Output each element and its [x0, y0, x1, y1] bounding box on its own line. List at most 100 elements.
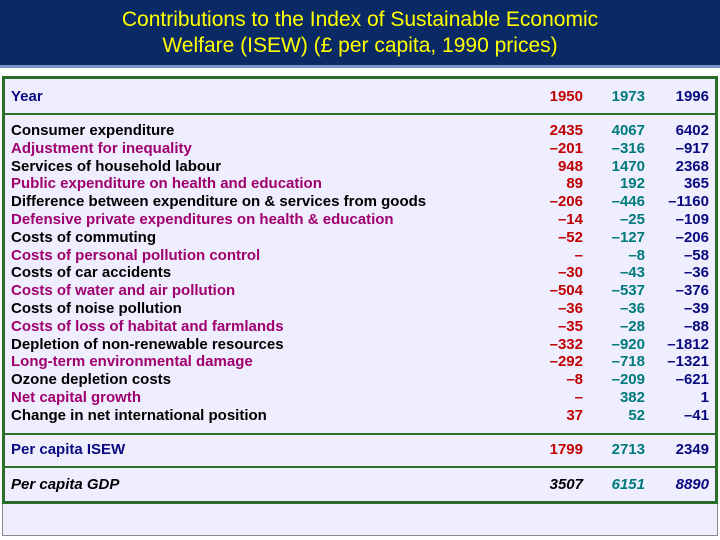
- value-1973: –537: [611, 282, 645, 300]
- value-1973: –28: [619, 317, 645, 335]
- table-row: Public expenditure on health and educati…: [5, 175, 715, 193]
- header-label: Year: [11, 88, 43, 105]
- row-label: Difference between expenditure on & serv…: [11, 193, 427, 211]
- value-1950: –: [574, 246, 583, 264]
- header-rule: [5, 113, 715, 115]
- value-1973: –43: [619, 264, 645, 282]
- table-row: Ozone depletion costs –8 –209 –621: [5, 371, 715, 389]
- title-line-2: Welfare (ISEW) (£ per capita, 1990 price…: [162, 33, 558, 57]
- value-1950: –14: [557, 211, 583, 228]
- value-1973: –446: [611, 193, 645, 211]
- value-1973: –718: [611, 353, 645, 371]
- value-1973: 382: [619, 389, 645, 406]
- value-1996: –88: [683, 317, 709, 335]
- row-label: Costs of commuting: [11, 228, 156, 246]
- value-1996: 365: [683, 175, 709, 193]
- value-1973: –209: [611, 371, 645, 389]
- row-label: Public expenditure on health and educati…: [11, 175, 322, 193]
- table-row: Adjustment for inequality –201 –316 –917: [5, 140, 715, 158]
- value-1996: –621: [675, 371, 709, 389]
- gdp-1996: 8890: [675, 476, 709, 493]
- table-row: Consumer expenditure 2435 4067 6402: [5, 122, 715, 140]
- value-1950: 89: [566, 175, 583, 193]
- value-1973: 4067: [611, 122, 645, 139]
- value-1996: –109: [675, 211, 709, 228]
- row-label: Change in net international position: [11, 406, 267, 424]
- gdp-row: Per capita GDP 3507 6151 8890: [5, 476, 715, 494]
- value-1996: –1812: [667, 335, 709, 353]
- gdp-label: Per capita GDP: [11, 476, 120, 493]
- value-1996: –206: [675, 228, 709, 246]
- header-1950: 1950: [549, 88, 583, 105]
- value-1950: –52: [557, 228, 583, 246]
- value-1950: –292: [549, 353, 583, 371]
- value-1950: –36: [557, 300, 583, 317]
- value-1996: 2368: [675, 157, 709, 175]
- isew-table: Year 1950 1973 1996 Consumer expenditure…: [2, 76, 718, 504]
- header-1996: 1996: [675, 88, 709, 105]
- row-label: Costs of noise pollution: [11, 300, 182, 317]
- isew-1996: 2349: [675, 441, 709, 458]
- value-1973: –8: [628, 246, 645, 264]
- table-row: Long-term environmental damage –292 –718 –1…: [5, 353, 715, 371]
- value-1996: –1160: [668, 193, 709, 211]
- table-row: Services of household labour 948 1470 2368: [5, 158, 715, 176]
- row-label: Costs of personal pollution control: [11, 246, 261, 264]
- value-1996: –376: [675, 282, 709, 300]
- table-row: Costs of noise pollution –36 –36 –39: [5, 300, 715, 318]
- table-row: Net capital growth – 382 1: [5, 389, 715, 407]
- isew-1973: 2713: [611, 441, 645, 458]
- row-label: Services of household labour: [11, 157, 222, 175]
- value-1950: 37: [566, 406, 583, 424]
- value-1973: 192: [619, 175, 645, 193]
- header-1973: 1973: [611, 88, 645, 105]
- value-1950: –8: [566, 371, 583, 389]
- value-1973: –127: [611, 228, 645, 246]
- body-rule: [5, 433, 715, 435]
- value-1973: –36: [619, 300, 645, 317]
- header-row: Year 1950 1973 1996: [5, 88, 715, 106]
- value-1973: –25: [619, 211, 645, 228]
- value-1973: –920: [611, 335, 645, 353]
- row-label: Costs of loss of habitat and farmlands: [11, 317, 284, 335]
- value-1996: –1321: [667, 353, 709, 371]
- isew-1950: 1799: [549, 441, 583, 458]
- bottom-band: [2, 504, 718, 536]
- row-label: Costs of car accidents: [11, 264, 172, 282]
- row-label: Costs of water and air pollution: [11, 282, 236, 300]
- value-1996: 6402: [675, 122, 709, 139]
- table-row: Costs of personal pollution control – –8 –5…: [5, 247, 715, 265]
- table-row: Depletion of non-renewable resources –332…: [5, 336, 715, 354]
- isew-row: Per capita ISEW 1799 2713 2349: [5, 441, 715, 459]
- value-1950: –201: [549, 139, 583, 157]
- value-1950: –: [574, 389, 583, 406]
- value-1950: –30: [557, 264, 583, 282]
- value-1973: 1470: [611, 157, 645, 175]
- isew-label: Per capita ISEW: [11, 441, 126, 458]
- value-1950: –35: [557, 317, 583, 335]
- row-label: Ozone depletion costs: [11, 371, 172, 389]
- table-row: Costs of water and air pollution –504 –537…: [5, 282, 715, 300]
- table-row: Costs of commuting –52 –127 –206: [5, 229, 715, 247]
- row-label: Net capital growth: [11, 389, 142, 406]
- value-1996: –58: [683, 246, 709, 264]
- title-banner: Contributions to the Index of Sustainabl…: [0, 0, 720, 68]
- value-1996: –41: [683, 406, 709, 424]
- table-row: Costs of loss of habitat and farmlands –3…: [5, 318, 715, 336]
- value-1973: 52: [628, 406, 645, 424]
- value-1950: 2435: [549, 122, 583, 139]
- value-1996: 1: [700, 389, 709, 406]
- table-row: Difference between expenditure on & serv…: [5, 193, 715, 211]
- row-label: Adjustment for inequality: [11, 139, 192, 157]
- table-row: Defensive private expenditures on health…: [5, 211, 715, 229]
- title-line-1: Contributions to the Index of Sustainabl…: [121, 7, 599, 31]
- table-row: Change in net international position 37 52…: [5, 407, 715, 425]
- gdp-1973: 6151: [611, 476, 645, 493]
- gdp-1950: 3507: [549, 476, 583, 493]
- value-1950: 948: [557, 157, 583, 175]
- row-label: Long-term environmental damage: [11, 353, 253, 371]
- row-label: Depletion of non-renewable resources: [11, 335, 284, 353]
- value-1996: –917: [675, 139, 709, 157]
- value-1950: –206: [549, 193, 583, 211]
- value-1996: –39: [683, 300, 709, 317]
